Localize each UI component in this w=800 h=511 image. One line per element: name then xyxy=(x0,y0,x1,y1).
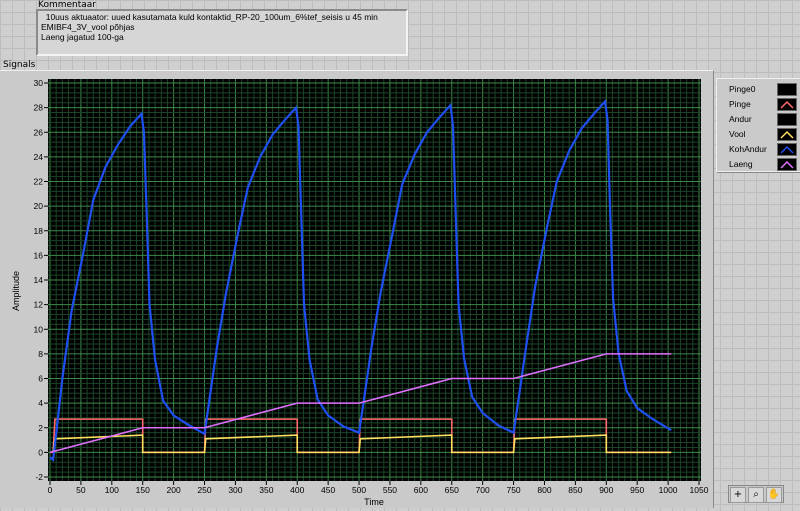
y-tick-label: 10 xyxy=(34,324,44,334)
legend-item-pinge[interactable]: Pinge xyxy=(729,98,800,113)
graph-label: Signals xyxy=(3,60,36,70)
comment-line: EMIBF4_3V_vool põhjas xyxy=(41,22,135,32)
chart-svg: 0 50 100 150 200 250 300 350 400 450 500 550 600 650 7… xyxy=(11,78,709,507)
x-tick-label: 0 xyxy=(48,485,53,495)
series-line-laeng xyxy=(49,353,672,454)
legend-label: Laeng xyxy=(729,159,753,169)
y-tick-label: 26 xyxy=(34,127,44,137)
y-tick-label: 28 xyxy=(34,103,44,113)
series-layer xyxy=(49,98,672,462)
y-tick-label: 18 xyxy=(34,226,44,236)
x-tick-label: 850 xyxy=(568,485,582,495)
x-axis-label: Time xyxy=(364,497,384,507)
x-tick-label: 450 xyxy=(321,485,335,495)
legend-label: Pinge xyxy=(729,99,751,109)
comment-label: Kommentaar xyxy=(38,0,96,10)
legend-label: Vool xyxy=(729,129,746,139)
y-tick-label: 12 xyxy=(34,300,44,310)
legend-item-pinge0[interactable]: Pinge0 xyxy=(729,83,800,98)
comment-line: 10uus aktuaator: uued kasutamata kuld ko… xyxy=(41,12,378,22)
legend-swatch xyxy=(777,98,797,111)
y-tick-label: 2 xyxy=(38,423,43,433)
x-tick-label: 350 xyxy=(259,485,273,495)
y-tick-label: -2 xyxy=(35,472,43,482)
x-tick-label: 1050 xyxy=(690,485,709,495)
x-tick-label: 700 xyxy=(476,485,490,495)
y-tick-label: 30 xyxy=(34,78,44,88)
x-tick-label: 950 xyxy=(630,485,644,495)
legend-swatch xyxy=(777,158,797,171)
comment-textbox[interactable]: 10uus aktuaator: uued kasutamata kuld ko… xyxy=(36,9,408,56)
pan-hand-icon[interactable]: ✋ xyxy=(766,487,782,503)
legend-swatch xyxy=(777,113,797,126)
x-tick-label: 500 xyxy=(352,485,366,495)
legend-swatch xyxy=(777,143,797,156)
series-line-vool xyxy=(52,434,672,454)
comment-line: Laeng jagatud 100-ga xyxy=(41,32,124,42)
y-tick-label: 16 xyxy=(34,250,44,260)
x-tick-label: 50 xyxy=(76,485,86,495)
y-tick-label: 0 xyxy=(38,447,43,457)
x-tick-label: 750 xyxy=(506,485,520,495)
legend-swatch xyxy=(777,83,797,96)
y-axis-label: Amplitude xyxy=(11,271,21,311)
series-line-kohandur xyxy=(49,98,672,462)
x-tick-label: 400 xyxy=(290,485,304,495)
legend-item-vool[interactable]: Vool xyxy=(729,128,800,143)
x-tick-label: 300 xyxy=(228,485,242,495)
y-tick-label: 24 xyxy=(34,152,44,162)
legend-label: Pinge0 xyxy=(729,84,756,94)
x-tick-label: 900 xyxy=(599,485,613,495)
waveform-graph: 0 50 100 150 200 250 300 350 400 450 500 550 600 650 7… xyxy=(0,70,714,508)
graph-tools-palette: + ⌕ ✋ xyxy=(728,485,784,503)
x-tick-label: 150 xyxy=(136,485,150,495)
x-tick-label: 200 xyxy=(167,485,181,495)
legend-item-kohandur[interactable]: KohAndur xyxy=(729,143,800,158)
legend-swatch xyxy=(777,128,797,141)
x-tick-label: 100 xyxy=(105,485,119,495)
legend-label: KohAndur xyxy=(729,144,767,154)
x-tick-label: 1000 xyxy=(659,485,678,495)
legend-item-laeng[interactable]: Laeng xyxy=(729,158,800,173)
x-tick-label: 800 xyxy=(537,485,551,495)
plot-legend[interactable]: Pinge0 Pinge Andur Vool KohAndur Laeng xyxy=(716,78,800,172)
legend-label: Andur xyxy=(729,114,752,124)
cursor-cross-icon[interactable]: + xyxy=(730,487,746,503)
y-tick-label: 4 xyxy=(38,398,43,408)
x-tick-label: 650 xyxy=(445,485,459,495)
y-tick-label: 20 xyxy=(34,201,44,211)
x-tick-label: 250 xyxy=(197,485,211,495)
y-tick-label: 8 xyxy=(38,349,43,359)
x-tick-label: 600 xyxy=(414,485,428,495)
y-tick-label: 22 xyxy=(34,177,44,187)
y-tick-label: 6 xyxy=(38,374,43,384)
x-axis: 0 50 100 150 200 250 300 350 400 450 500 550 600 650 7… xyxy=(48,481,709,495)
x-tick-label: 550 xyxy=(383,485,397,495)
legend-item-andur[interactable]: Andur xyxy=(729,113,800,128)
zoom-icon[interactable]: ⌕ xyxy=(748,487,764,503)
y-tick-label: 14 xyxy=(34,275,44,285)
